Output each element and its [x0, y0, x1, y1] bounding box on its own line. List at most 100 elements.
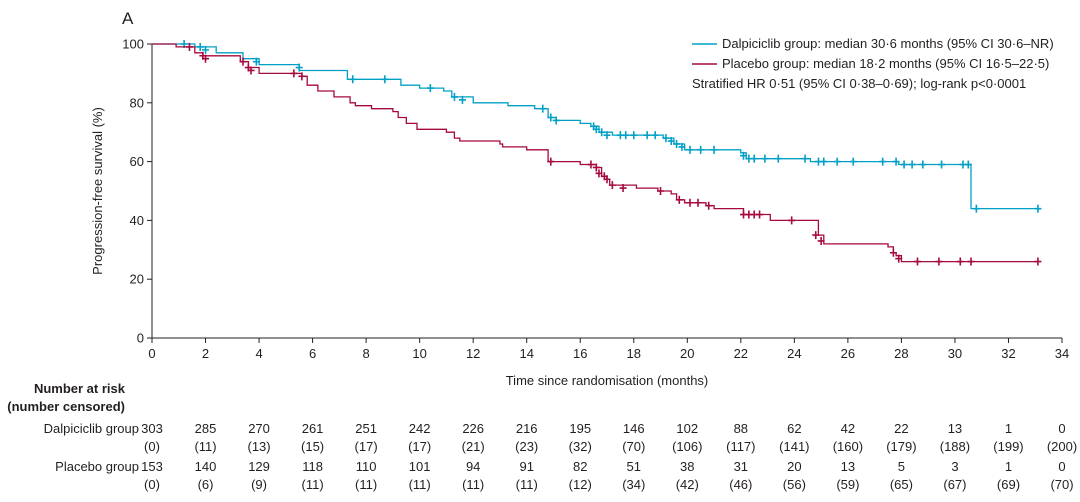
risk-at-risk-cell: 22 — [894, 421, 909, 436]
x-tick-label: 30 — [948, 346, 962, 361]
risk-at-risk-cell: 251 — [355, 421, 377, 436]
placebo-group-censor-mark — [595, 169, 603, 178]
placebo-group-censor-mark — [756, 210, 764, 219]
x-tick-label: 34 — [1055, 346, 1069, 361]
placebo-group-censor-mark — [788, 216, 796, 225]
x-tick-label: 18 — [627, 346, 641, 361]
x-tick-label: 2 — [202, 346, 209, 361]
risk-censored-cell: (200) — [1046, 439, 1078, 454]
risk-at-risk-cell: 38 — [680, 459, 695, 474]
risk-at-risk-cell: 195 — [569, 421, 592, 436]
risk-at-risk-cell: 1 — [1004, 459, 1013, 474]
y-tick-label: 80 — [130, 95, 144, 110]
dalpiciclib-group-censor-mark — [710, 145, 718, 154]
placebo-group-censor-mark — [239, 57, 247, 66]
dalpiciclib-group-censor-mark — [849, 157, 857, 166]
risk-at-risk-cell: 153 — [141, 459, 163, 474]
dalpiciclib-group-censor-mark — [900, 160, 908, 169]
dalpiciclib-group-censor-mark — [919, 160, 927, 169]
placebo-group-censor-mark — [247, 66, 255, 75]
survival-curves — [152, 40, 1042, 266]
risk-at-risk-cell: 62 — [787, 421, 802, 436]
x-tick-label: 20 — [680, 346, 694, 361]
dalpiciclib-group-censor-mark — [750, 154, 758, 163]
risk-row-placebo-at-risk: Placebo group 153 140 129 118 110 101 94 91 82 51… — [0, 459, 1080, 477]
x-tick-label: 4 — [255, 346, 262, 361]
placebo-group-censor-mark — [812, 231, 820, 240]
placebo-group-censor-mark — [889, 248, 897, 257]
placebo-group-censor-mark — [290, 69, 298, 78]
legend: Dalpiciclib group: median 30·6 months (9… — [692, 36, 1054, 91]
risk-at-risk-cell: 3 — [951, 459, 959, 474]
placebo-group-censor-mark — [657, 187, 665, 195]
risk-censored-cell: (17) — [354, 439, 378, 454]
risk-censored-cell: (69) — [996, 477, 1021, 492]
placebo-group-censor-mark — [592, 163, 600, 172]
risk-group-label-dalpiciclib: Dalpiciclib group — [43, 421, 139, 436]
risk-at-risk-cell: 20 — [787, 459, 802, 474]
placebo-group-censor-mark — [202, 54, 210, 63]
x-tick-label: 16 — [573, 346, 587, 361]
risk-at-risk-cell: 0 — [1058, 421, 1066, 436]
risk-censored-cell: (17) — [408, 439, 432, 454]
dalpiciclib-group-censor-mark — [833, 157, 841, 166]
risk-censored-cell: (11) — [301, 477, 324, 492]
risk-at-risk-cell: 261 — [301, 421, 324, 436]
x-tick-label: 10 — [412, 346, 426, 361]
risk-at-risk-cell: 88 — [733, 421, 749, 436]
placebo-group-censor-mark — [298, 72, 306, 81]
placebo-group-censor-mark — [956, 257, 964, 266]
x-tick-label: 6 — [309, 346, 316, 361]
placebo-group-censor-mark — [967, 257, 975, 266]
risk-at-risk-cell: 118 — [302, 459, 323, 474]
x-tick-label: 22 — [734, 346, 748, 361]
dalpiciclib-group-censor-mark — [552, 116, 560, 125]
y-tick-label: 60 — [130, 154, 144, 169]
risk-censored-cell: (46) — [729, 477, 753, 492]
risk-at-risk-cell: 13 — [840, 459, 856, 474]
risk-at-risk-cell: 82 — [573, 459, 588, 474]
placebo-group-censor-mark — [608, 181, 616, 190]
risk-censored-cell: (106) — [672, 439, 703, 454]
risk-censored-cell: (9) — [251, 477, 267, 492]
placebo-group-curve — [152, 43, 1038, 263]
placebo-group-censor-mark — [705, 201, 713, 210]
y-tick-label: 0 — [137, 331, 144, 346]
x-tick-label: 32 — [1001, 346, 1015, 361]
risk-censored-cell: (141) — [779, 439, 810, 454]
x-tick-label: 28 — [894, 346, 908, 361]
dalpiciclib-group-censor-mark — [547, 113, 555, 122]
dalpiciclib-group-censor-mark — [667, 137, 675, 146]
risk-censored-cell: (11) — [515, 477, 538, 492]
risk-at-risk-cell: 140 — [194, 459, 217, 474]
dalpiciclib-group-censor-mark — [972, 204, 980, 213]
dalpiciclib-group-censor-mark — [686, 145, 694, 154]
risk-censored-cell: (179) — [886, 439, 917, 454]
placebo-group-censor-mark — [895, 254, 903, 263]
dalpiciclib-group-censor-mark — [801, 154, 809, 163]
risk-censored-cell: (199) — [993, 439, 1024, 454]
risk-at-risk-cell: 0 — [1058, 459, 1066, 474]
x-ticks: 0 2 4 6 8 10 12 14 16 18 20 22 24 26 28 30 32 34 — [148, 338, 1069, 361]
placebo-group-censor-mark — [603, 175, 611, 184]
dalpiciclib-group-censor-mark — [450, 92, 458, 101]
risk-censored-cell: (59) — [836, 477, 860, 492]
risk-censored-cell: (70) — [622, 439, 646, 454]
legend-label-dalpiciclib: Dalpiciclib group: median 30·6 months (9… — [722, 36, 1054, 51]
risk-censored-cell: (70) — [1050, 477, 1074, 492]
risk-censored-cell: (65) — [889, 477, 913, 492]
dalpiciclib-group-censor-mark — [662, 134, 670, 143]
risk-censored-cell: (42) — [675, 477, 699, 492]
risk-at-risk-cell: 216 — [515, 421, 538, 436]
dalpiciclib-group-censor-mark — [592, 125, 600, 134]
placebo-group-censor-mark — [587, 160, 595, 169]
x-tick-label: 24 — [787, 346, 801, 361]
risk-at-risk-cell: 146 — [622, 421, 645, 436]
risk-censored-cell: (6) — [197, 477, 214, 492]
x-axis-label: Time since randomisation (months) — [506, 373, 709, 388]
risk-at-risk-cell: 101 — [408, 459, 431, 474]
placebo-group-censor-mark — [694, 198, 702, 207]
risk-censored-cell: (12) — [568, 477, 592, 492]
panel-label: A — [122, 9, 134, 28]
